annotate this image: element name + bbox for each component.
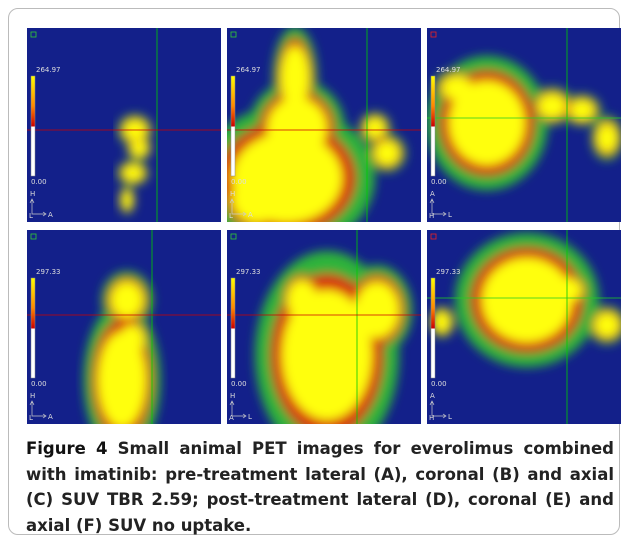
orient-to: A (48, 211, 53, 219)
orient-up: H (230, 392, 235, 400)
uptake-blob (111, 282, 143, 318)
pet-image: 264.97 0.00 A H L (427, 28, 621, 222)
uptake-blob (123, 165, 143, 181)
scale-max: 264.97 (36, 66, 61, 74)
orient-from: L (229, 212, 233, 220)
orient-to: L (448, 211, 452, 219)
pet-image: 264.97 0.00 H L A (27, 28, 221, 222)
orient-from: A (229, 414, 234, 422)
pet-image: 297.33 0.00 H A L (227, 230, 421, 424)
scale-max: 297.33 (436, 268, 461, 276)
scale-min: 0.00 (431, 380, 447, 388)
page: 264.970.00HLA264.970.00HLA264.970.00AHL2… (0, 0, 627, 543)
orient-from: L (29, 414, 33, 422)
color-bar (431, 278, 435, 378)
caption-label: Figure 4 (26, 439, 107, 458)
uptake-blob (570, 100, 594, 120)
color-bar (231, 76, 235, 176)
scale-min: 0.00 (231, 380, 247, 388)
scale-min: 0.00 (31, 178, 47, 186)
scale-max: 297.33 (36, 268, 61, 276)
pet-image: 297.33 0.00 H L A (27, 230, 221, 424)
uptake-blob (365, 118, 385, 138)
uptake-blob (375, 141, 399, 165)
scale-min: 0.00 (31, 380, 47, 388)
orient-up: H (30, 190, 35, 198)
uptake-blob (120, 325, 144, 355)
orient-from: H (429, 212, 434, 220)
scale-min: 0.00 (231, 178, 247, 186)
orient-to: L (248, 413, 252, 421)
uptake-blob (122, 191, 132, 209)
orient-up: A (430, 190, 435, 198)
orient-up: H (30, 392, 35, 400)
pet-image: 264.97 0.00 H L A (227, 28, 421, 222)
uptake-blob (434, 312, 450, 332)
orient-up: A (430, 392, 435, 400)
orient-to: A (48, 413, 53, 421)
pet-image: 297.33 0.00 A H L (427, 230, 621, 424)
scale-min: 0.00 (431, 178, 447, 186)
orient-from: H (429, 414, 434, 422)
color-bar (231, 278, 235, 378)
orient-to: L (448, 413, 452, 421)
caption-text: Small animal PET images for everolimus c… (26, 439, 614, 535)
orient-to: A (248, 211, 253, 219)
uptake-blob (595, 313, 619, 337)
uptake-blob (597, 124, 617, 152)
uptake-blob (538, 94, 566, 118)
uptake-blob (131, 140, 147, 156)
uptake-blob (482, 258, 572, 342)
uptake-blob (287, 280, 317, 320)
scale-max: 297.33 (236, 268, 261, 276)
orient-up: H (230, 190, 235, 198)
figure-caption: Figure 4 Small animal PET images for eve… (26, 436, 614, 538)
uptake-blob (355, 282, 399, 338)
scale-max: 264.97 (236, 66, 261, 74)
orient-from: L (29, 212, 33, 220)
scale-max: 264.97 (436, 66, 461, 74)
uptake-blob (442, 76, 472, 100)
color-bar (31, 278, 35, 378)
color-bar (431, 76, 435, 176)
color-bar (31, 76, 35, 176)
